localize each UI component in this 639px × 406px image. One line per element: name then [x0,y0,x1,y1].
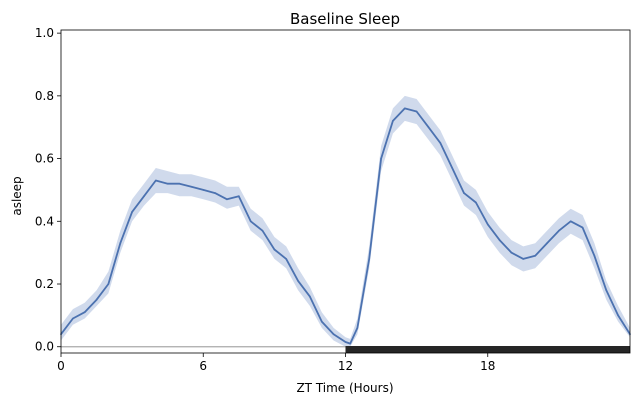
data-point [593,255,596,257]
data-point [546,242,548,244]
data-point [581,226,584,229]
chart-title: Baseline Sleep [290,10,400,28]
y-axis-label: asleep [10,176,24,215]
dark-phase-bar [345,346,630,353]
confidence-band [61,95,630,347]
data-point [131,211,133,213]
data-point [463,192,465,194]
data-point [368,258,371,260]
data-point [297,280,299,282]
x-axis-label: ZT Time (Hours) [296,381,393,395]
y-axis: 0.0 0.2 0.4 0.6 0.8 1.0 [35,26,61,354]
data-point [605,289,608,292]
series-line-asleep [60,107,631,345]
y-tick-label: 0.4 [35,214,54,228]
x-axis: 0 6 12 18 [57,353,495,373]
data-point [273,248,276,251]
data-point [285,258,288,260]
data-point [487,223,489,226]
data-point [249,220,252,223]
data-point [569,220,572,223]
y-tick-label: 0.2 [35,277,54,291]
data-point [415,110,418,113]
data-point [309,295,311,298]
data-point [226,198,228,201]
data-point [202,189,205,191]
data-point [344,341,347,343]
data-point [72,317,74,320]
data-point [95,298,98,301]
data-point [522,258,525,260]
y-tick-label: 1.0 [35,26,54,40]
data-point [392,120,394,122]
data-point [356,327,359,329]
data-point [534,255,536,257]
x-tick-label: 0 [57,359,65,373]
data-point [349,342,352,345]
data-point [143,195,145,197]
data-point [166,182,169,185]
x-tick-label: 6 [199,359,207,373]
x-tick-label: 18 [480,359,495,373]
data-point [119,242,122,244]
data-point [475,201,477,204]
data-point [107,283,110,285]
data-point [238,195,240,197]
x-tick-label: 12 [338,359,353,373]
y-tick-label: 0.8 [35,89,54,103]
data-point [155,179,157,182]
data-point [178,182,181,185]
data-point [404,107,406,110]
data-point [190,186,193,188]
data-point [380,157,382,160]
data-point [427,126,430,128]
data-point [261,229,264,232]
data-point [321,320,323,323]
data-point [617,314,619,317]
y-tick-label: 0.6 [35,152,54,166]
data-point [439,142,442,144]
y-tick-label: 0.0 [35,340,54,354]
plot-area [60,29,631,354]
data-point [498,239,501,241]
data-point [214,192,216,194]
data-point [510,251,513,254]
data-point [332,333,335,336]
data-point [83,311,86,314]
data-point [451,167,454,169]
data-point [558,229,560,232]
